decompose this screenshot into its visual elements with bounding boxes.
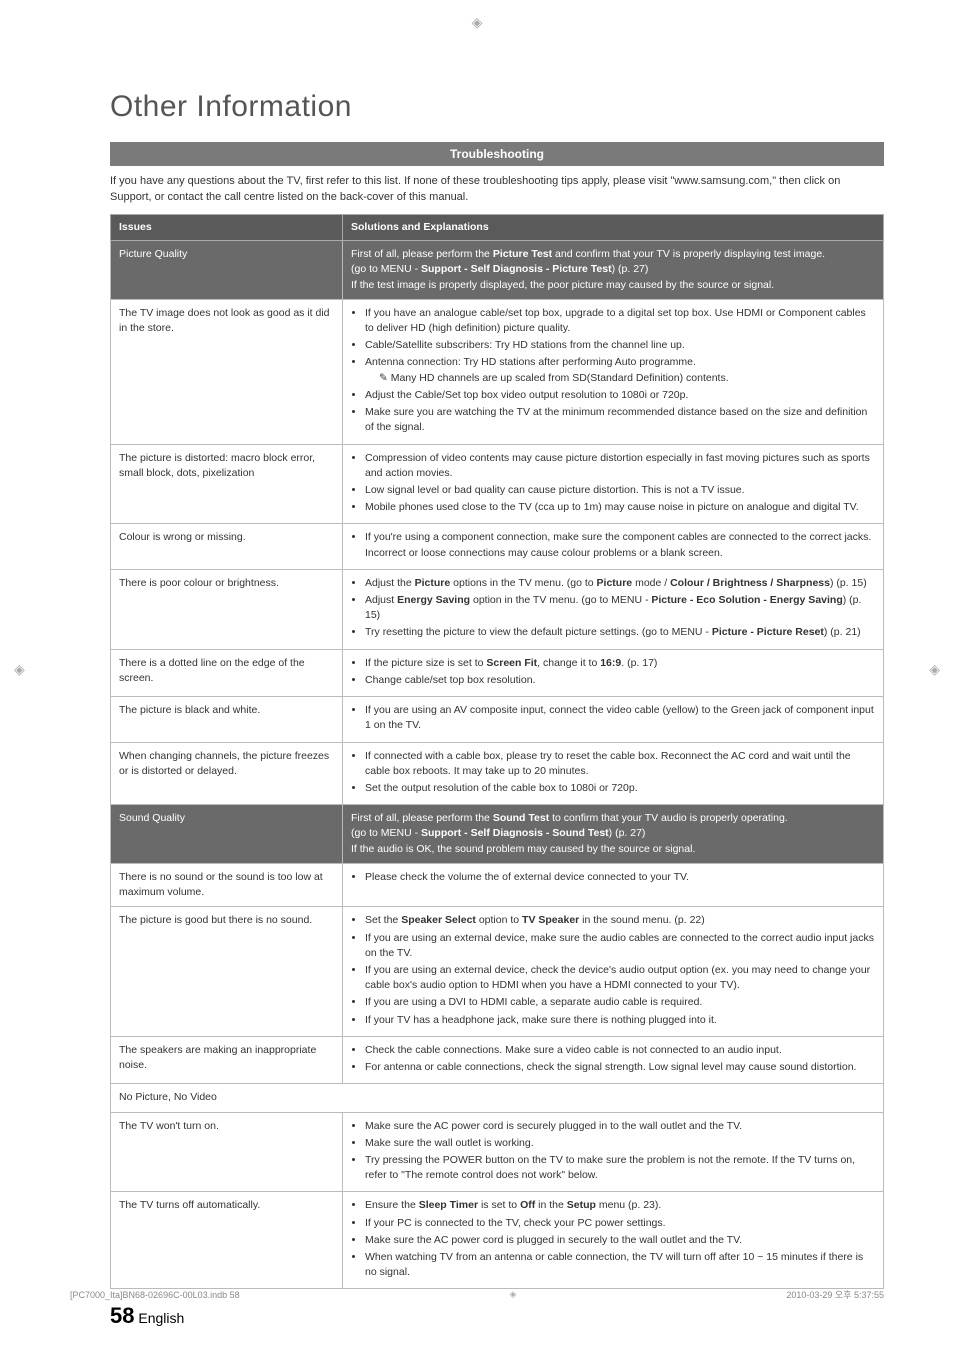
solution-cell: Please check the volume the of external … [343, 863, 884, 906]
page-content: Other Information Troubleshooting If you… [0, 0, 954, 1369]
col-header-solutions: Solutions and Explanations [343, 214, 884, 240]
footer-right: 2010-03-29 오후 5:37:55 [786, 1288, 884, 1301]
print-footer: [PC7000_Ita]BN68-02696C-00L03.indb 58 20… [70, 1288, 884, 1301]
crop-mark-top: ◈ [472, 14, 483, 31]
issue-cell: Colour is wrong or missing. [111, 524, 343, 569]
troubleshooting-table: Issues Solutions and Explanations Pictur… [110, 214, 884, 1290]
footer-left: [PC7000_Ita]BN68-02696C-00L03.indb 58 [70, 1290, 240, 1300]
solution-cell: If the picture size is set to Screen Fit… [343, 649, 884, 696]
issue-cell: There is no sound or the sound is too lo… [111, 863, 343, 906]
issue-cell: Sound Quality [111, 805, 343, 864]
solution-cell: First of all, please perform the Picture… [343, 241, 884, 300]
solution-cell: Adjust the Picture options in the TV men… [343, 569, 884, 649]
issue-cell: When changing channels, the picture free… [111, 742, 343, 805]
solution-cell: If connected with a cable box, please tr… [343, 742, 884, 805]
solution-cell: Check the cable connections. Make sure a… [343, 1036, 884, 1083]
solution-cell: If you are using an AV composite input, … [343, 697, 884, 742]
page-number: 58 English [110, 1303, 884, 1329]
solution-cell: Compression of video contents may cause … [343, 444, 884, 524]
page-title: Other Information [110, 90, 884, 124]
issue-cell: The TV won't turn on. [111, 1112, 343, 1192]
crop-mark-left: ◈ [14, 661, 25, 678]
intro-text: If you have any questions about the TV, … [110, 174, 884, 206]
solution-cell: Set the Speaker Select option to TV Spea… [343, 907, 884, 1037]
issue-cell: There is a dotted line on the edge of th… [111, 649, 343, 696]
issue-cell: The TV turns off automatically. [111, 1192, 343, 1289]
issue-cell: The picture is distorted: macro block er… [111, 444, 343, 524]
section-heading: Troubleshooting [110, 142, 884, 166]
issue-cell: Picture Quality [111, 241, 343, 300]
solution-cell: If you have an analogue cable/set top bo… [343, 299, 884, 444]
solution-cell: If you're using a component connection, … [343, 524, 884, 569]
footer-mark [506, 1289, 521, 1300]
solution-cell: Make sure the AC power cord is securely … [343, 1112, 884, 1192]
table-section-row: No Picture, No Video [111, 1084, 884, 1112]
page-lang: English [138, 1310, 184, 1326]
issue-cell: The picture is good but there is no soun… [111, 907, 343, 1037]
col-header-issues: Issues [111, 214, 343, 240]
issue-cell: There is poor colour or brightness. [111, 569, 343, 649]
issue-cell: The speakers are making an inappropriate… [111, 1036, 343, 1083]
issue-cell: The picture is black and white. [111, 697, 343, 742]
issue-cell: The TV image does not look as good as it… [111, 299, 343, 444]
page-number-value: 58 [110, 1303, 134, 1328]
solution-cell: First of all, please perform the Sound T… [343, 805, 884, 864]
solution-cell: Ensure the Sleep Timer is set to Off in … [343, 1192, 884, 1289]
crop-mark-right: ◈ [929, 661, 940, 678]
